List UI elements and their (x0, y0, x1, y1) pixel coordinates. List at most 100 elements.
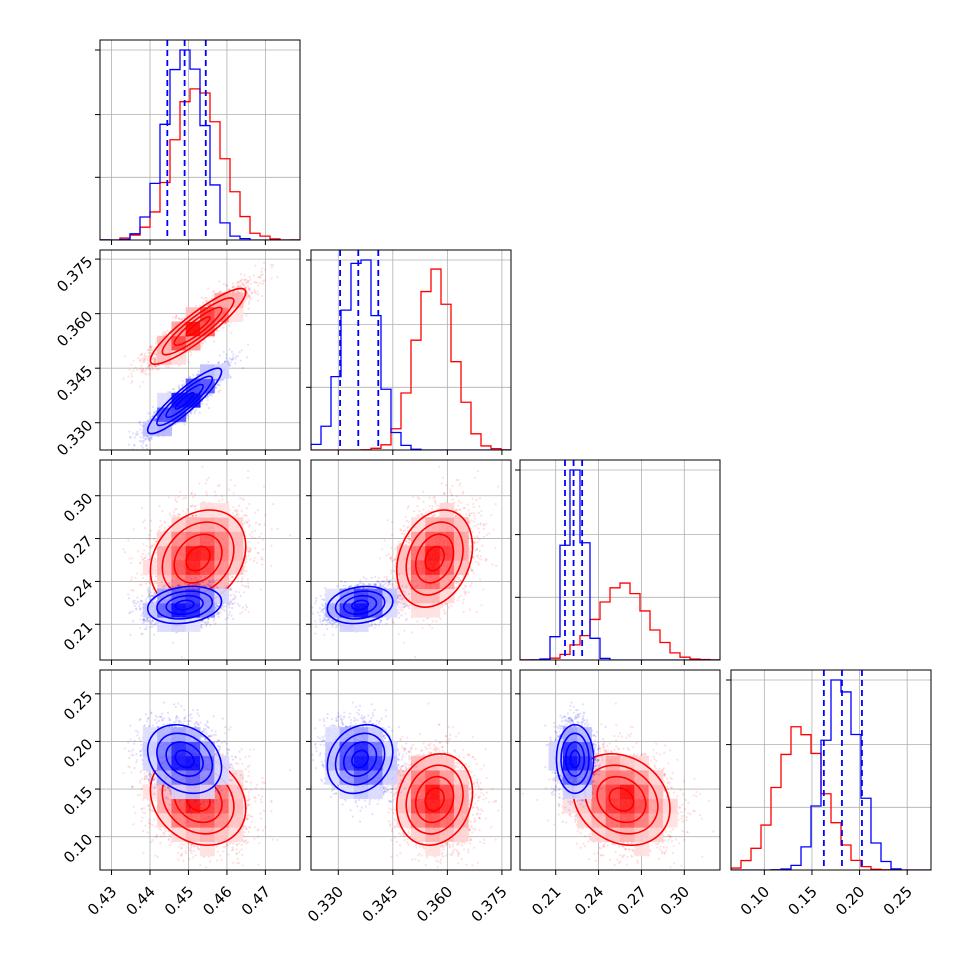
sample-point (212, 290, 215, 293)
sample-point (153, 359, 157, 362)
sample-point (162, 331, 165, 334)
sample-point (140, 353, 143, 356)
sample-point (253, 291, 256, 294)
sample-point (271, 264, 275, 267)
sample-point (261, 273, 264, 276)
sample-point (144, 355, 148, 358)
sample-point (204, 299, 208, 302)
sample-point (264, 268, 267, 271)
sample-point (142, 359, 145, 362)
sample-point (139, 423, 142, 426)
sample-point (245, 286, 248, 290)
sample-point (240, 349, 243, 352)
sample-point (150, 365, 154, 368)
sample-point (143, 372, 147, 375)
sample-point (200, 296, 203, 299)
sample-point (151, 358, 154, 361)
sample-point (203, 340, 207, 343)
sample-point (147, 359, 150, 362)
sample-point (257, 293, 260, 296)
sample-point (155, 365, 158, 368)
sample-point (216, 329, 219, 332)
sample-point (203, 297, 206, 300)
sample-point (245, 314, 248, 317)
sample-point (127, 375, 130, 378)
sample-point (289, 242, 291, 244)
sample-point (270, 277, 273, 280)
sample-point (198, 304, 201, 307)
sample-point (228, 288, 231, 291)
sample-point (241, 289, 244, 292)
sample-point (197, 370, 200, 373)
sample-point (207, 287, 210, 290)
sample-point (166, 329, 169, 332)
sample-point (247, 294, 250, 297)
sample-point (244, 278, 247, 281)
sample-point (143, 354, 146, 357)
sample-point (143, 357, 146, 360)
sample-point (152, 360, 156, 363)
sample-point (154, 360, 157, 364)
sample-point (238, 285, 241, 288)
sample-point (139, 359, 142, 362)
sample-point (241, 281, 244, 284)
sample-point (206, 399, 209, 402)
panel-frame (99, 39, 301, 241)
sample-point (153, 360, 156, 363)
sample-point (247, 281, 250, 284)
sample-point (143, 352, 147, 355)
sample-point (261, 267, 264, 270)
sample-point (201, 342, 204, 345)
sample-point (270, 266, 273, 269)
sample-point (147, 412, 150, 415)
sample-point (127, 443, 131, 446)
sample-point (254, 264, 257, 267)
sample-point (225, 284, 228, 287)
sample-point (248, 295, 251, 298)
sample-point (153, 358, 157, 361)
sample-point (234, 362, 237, 365)
sample-point (244, 282, 248, 285)
sample-point (188, 375, 192, 378)
sample-point (138, 421, 141, 424)
sample-point (130, 363, 133, 366)
sample-point (247, 292, 250, 296)
sample-point (211, 335, 215, 339)
sample-point (256, 299, 260, 302)
sample-point (246, 279, 249, 282)
sample-point (225, 353, 228, 356)
sample-point (240, 278, 243, 281)
sample-point (193, 411, 196, 415)
sample-point (212, 340, 216, 343)
sample-point (207, 303, 210, 306)
sample-point (154, 351, 157, 354)
sample-point (258, 275, 261, 279)
sample-point (150, 348, 153, 352)
sample-point (246, 297, 249, 300)
sample-point (140, 352, 144, 355)
histogram-series-1 (100, 49, 300, 240)
sample-point (236, 286, 239, 289)
sample-point (245, 356, 249, 359)
sample-point (143, 360, 146, 363)
sample-point (139, 353, 142, 356)
sample-point (149, 346, 153, 349)
sample-point (151, 406, 155, 409)
sample-point (236, 282, 239, 285)
sample-point (158, 367, 161, 370)
sample-point (242, 284, 245, 287)
sample-point (173, 388, 176, 391)
sample-point (262, 261, 266, 264)
sample-point (180, 318, 183, 321)
sample-point (153, 361, 156, 364)
sample-point (260, 270, 263, 273)
sample-point (142, 441, 145, 445)
sample-point (246, 291, 249, 294)
sample-point (164, 333, 168, 336)
sample-point (220, 290, 223, 293)
sample-point (205, 299, 209, 303)
sample-point (149, 364, 152, 367)
sample-point (132, 359, 135, 362)
sample-point (152, 357, 155, 360)
